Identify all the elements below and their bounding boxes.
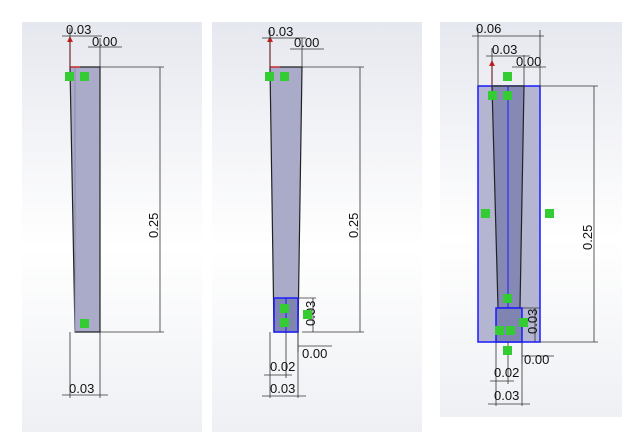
dim-bottom-width[interactable]: 0.03: [494, 388, 519, 403]
vertical-relation-icon[interactable]: [280, 318, 289, 327]
vertical-relation-icon[interactable]: [495, 326, 504, 335]
dim-top-offset[interactable]: 0.00: [92, 34, 117, 49]
vertical-relation-icon[interactable]: [545, 209, 554, 218]
dim-height[interactable]: 0.25: [346, 213, 361, 238]
sketch-canvas-2: 0.03 0.00 0.25 0.03 0.00 0.02 0.03: [212, 22, 422, 432]
horizontal-relation-icon[interactable]: [503, 294, 512, 303]
vertical-relation-icon[interactable]: [481, 209, 490, 218]
horizontal-relation-icon[interactable]: [503, 346, 512, 355]
coincident-relation-icon[interactable]: [488, 91, 497, 100]
vertical-relation-icon[interactable]: [519, 318, 528, 327]
sketch-panel-2: 0.03 0.00 0.25 0.03 0.00 0.02 0.03: [212, 0, 422, 434]
dim-top-width[interactable]: 0.03: [66, 22, 91, 37]
coincident-relation-icon[interactable]: [65, 72, 74, 81]
dim-bottom-width[interactable]: 0.03: [270, 381, 295, 396]
dim-top-offset[interactable]: 0.00: [516, 54, 541, 69]
vertical-relation-icon[interactable]: [506, 326, 515, 335]
dim-top-offset[interactable]: 0.00: [294, 35, 319, 50]
dim-top-width[interactable]: 0.03: [268, 24, 293, 39]
sketch-panel-3: 0.06 0.03 0.00 0.25 0.03 0.00 0.02 0.03: [440, 0, 643, 434]
sketch-panel-1: 0.03 0.00 0.25 0.03: [22, 0, 202, 434]
horizontal-relation-icon[interactable]: [80, 319, 89, 328]
horizontal-relation-icon[interactable]: [503, 72, 512, 81]
dim-top-width[interactable]: 0.03: [492, 42, 517, 57]
horizontal-relation-icon[interactable]: [503, 91, 512, 100]
horizontal-relation-icon[interactable]: [280, 304, 289, 313]
horizontal-relation-icon[interactable]: [280, 72, 289, 81]
sketch-box[interactable]: [495, 307, 523, 343]
dim-height[interactable]: 0.25: [146, 213, 161, 238]
sketch-canvas-3: 0.06 0.03 0.00 0.25 0.03 0.00 0.02 0.03: [440, 21, 622, 417]
dim-outer-width[interactable]: 0.06: [476, 21, 501, 36]
vertical-relation-icon[interactable]: [303, 310, 312, 319]
horizontal-relation-icon[interactable]: [80, 72, 89, 81]
dim-bottom-inner-width[interactable]: 0.02: [494, 365, 519, 380]
sketch-canvas-1: 0.03 0.00 0.25 0.03: [22, 22, 202, 432]
dim-bottom-offset[interactable]: 0.00: [524, 352, 549, 367]
viewport-background: [22, 22, 202, 432]
coincident-relation-icon[interactable]: [265, 72, 274, 81]
dim-height[interactable]: 0.25: [580, 225, 595, 250]
dim-box-height[interactable]: 0.03: [525, 309, 540, 334]
viewport-background: [212, 22, 422, 432]
tapered-part: [269, 66, 303, 333]
dim-bottom-width[interactable]: 0.03: [69, 381, 94, 396]
dim-bottom-offset[interactable]: 0.00: [302, 346, 327, 361]
dim-bottom-inner-width[interactable]: 0.02: [270, 359, 295, 374]
